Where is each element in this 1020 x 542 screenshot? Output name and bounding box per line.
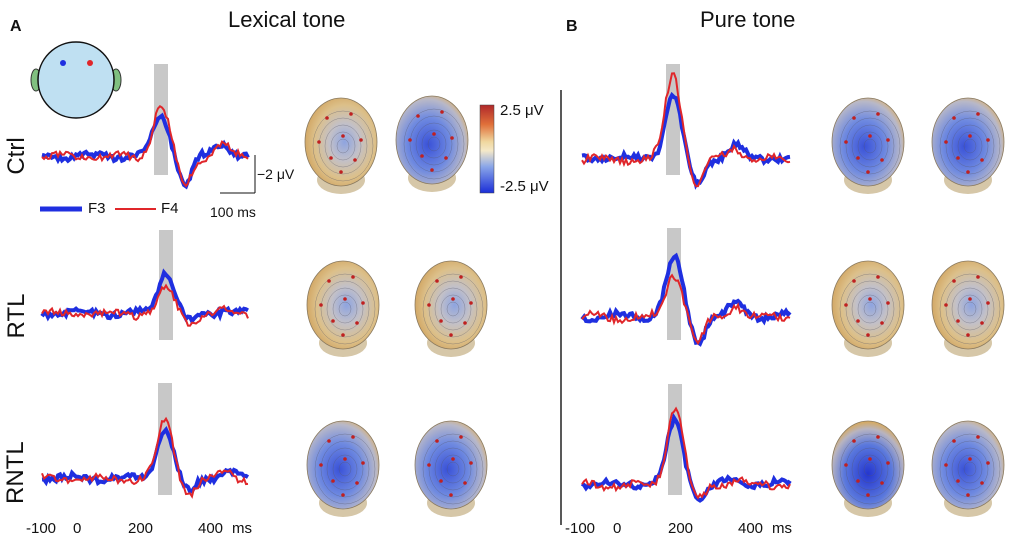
time-window: [154, 64, 168, 175]
topo-a-rntl-right: [414, 420, 488, 517]
panel-b-title: Pure tone: [700, 7, 796, 32]
topo-b-rtl-left: [831, 260, 905, 357]
topo-b-rntl-left: [831, 420, 905, 517]
x-tick-a-neg100: -100: [26, 520, 57, 537]
topo-a-ctrl-right: [395, 95, 469, 192]
f3-trace: [40, 268, 249, 325]
f4-trace: [581, 406, 791, 500]
time-window: [666, 64, 680, 175]
x-tick-b-200: 200: [668, 520, 694, 537]
erp-a-rtl: [40, 230, 249, 340]
panel-b-label: B: [566, 18, 578, 35]
topo-b-ctrl-left: [831, 97, 905, 194]
legend-f3-label: F3: [88, 200, 106, 217]
legend-f4-label: F4: [161, 200, 179, 217]
head-schematic: [30, 41, 122, 119]
x-tick-b-0: 0: [613, 520, 622, 537]
f3-trace: [41, 112, 250, 190]
panel-a-label: A: [10, 18, 22, 35]
scale-bar: [220, 155, 256, 194]
topo-b-ctrl-right: [931, 97, 1005, 194]
f4-trace: [41, 283, 249, 327]
x-unit-a: ms: [232, 520, 252, 537]
f3-trace: [580, 252, 792, 347]
scale-amplitude-label: −2 μV: [257, 166, 295, 182]
x-tick-a-200: 200: [128, 520, 154, 537]
colorbar-max-label: 2.5 μV: [500, 102, 544, 119]
f4-trace: [41, 416, 249, 499]
topo-a-rtl-right: [414, 260, 488, 357]
topo-b-rtl-right: [931, 260, 1005, 357]
f4-trace: [581, 72, 791, 188]
x-unit-b: ms: [772, 520, 792, 537]
panel-a-title: Lexical tone: [228, 7, 346, 32]
f3-trace: [580, 412, 792, 503]
erp-b-rtl: [580, 228, 792, 347]
scale-time-label: 100 ms: [210, 204, 256, 220]
x-tick-a-400: 400: [198, 520, 224, 537]
f4-trace: [581, 273, 791, 346]
erp-b-ctrl: [581, 64, 791, 190]
topo-a-rntl-left: [306, 420, 380, 517]
erp-b-rntl: [580, 384, 792, 503]
topo-a-rtl-left: [306, 260, 380, 357]
colorbar: [479, 104, 495, 194]
erp-a-ctrl: [41, 64, 250, 190]
colorbar-min-label: -2.5 μV: [500, 178, 549, 195]
f4-trace: [41, 105, 249, 188]
x-tick-b-400: 400: [738, 520, 764, 537]
topo-b-rntl-right: [931, 420, 1005, 517]
erp-a-rntl: [41, 383, 250, 499]
topo-a-ctrl-left: [304, 97, 378, 194]
x-tick-a-0: 0: [73, 520, 82, 537]
x-tick-b-neg100: -100: [565, 520, 596, 537]
f3-trace: [41, 426, 250, 494]
time-window: [158, 383, 172, 495]
